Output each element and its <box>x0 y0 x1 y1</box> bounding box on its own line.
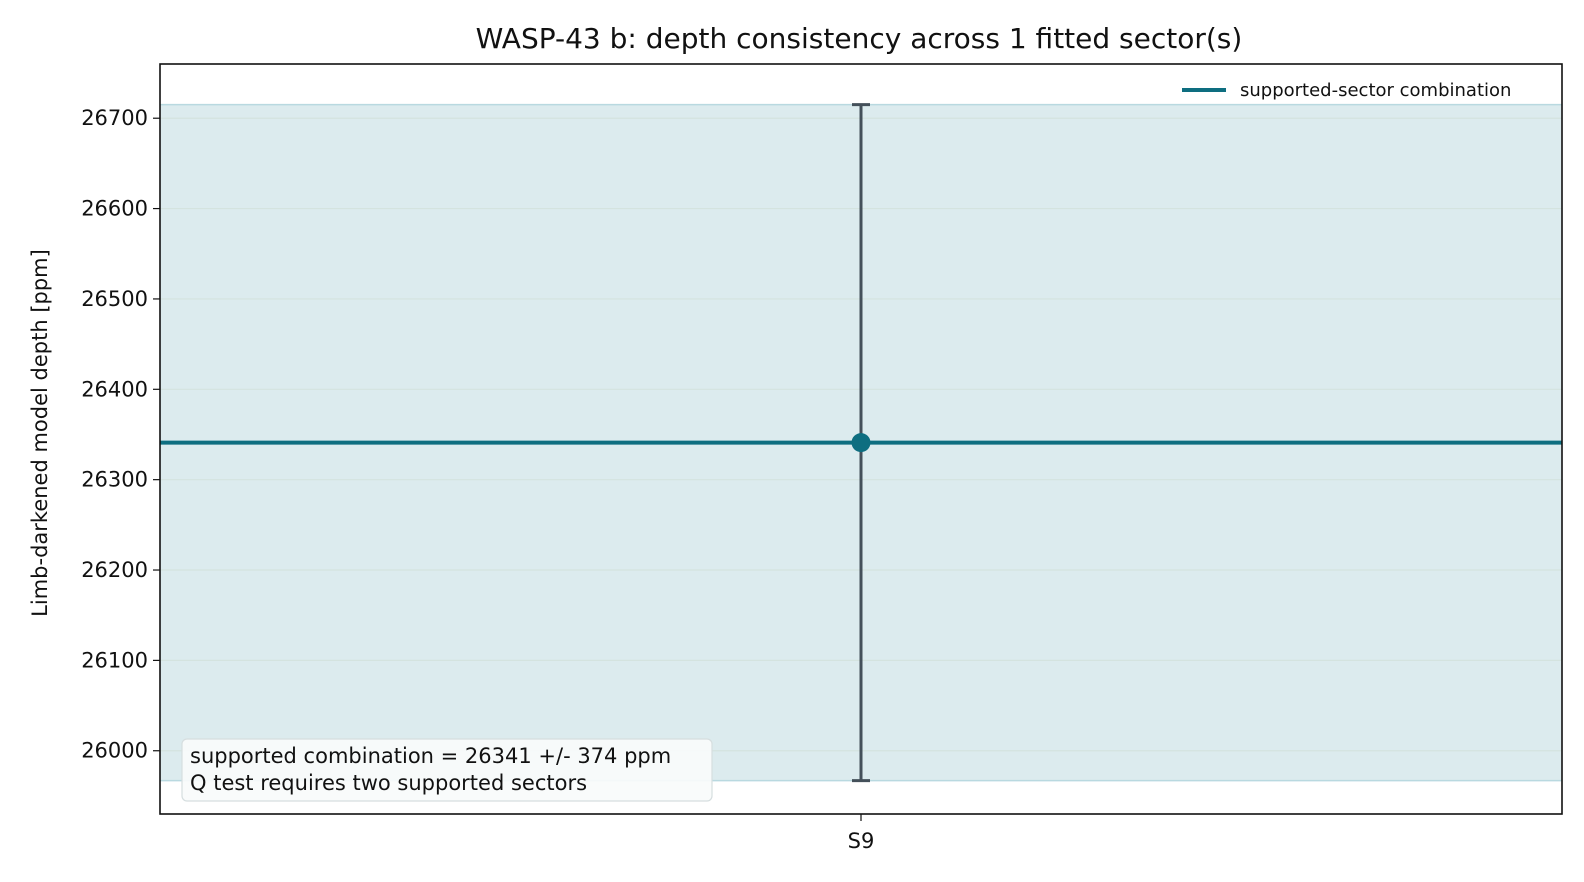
chart-title: WASP-43 b: depth consistency across 1 fi… <box>476 22 1243 55</box>
legend-label-combination: supported-sector combination <box>1240 80 1511 101</box>
y-tick-label: 26100 <box>81 648 148 672</box>
annotation-box-bg <box>181 738 713 802</box>
annotation-line: supported combination = 26341 +/- 374 pp… <box>190 744 671 768</box>
y-tick-label: 26000 <box>81 739 148 763</box>
y-tick-label: 26700 <box>81 106 148 130</box>
y-tick-label: 26400 <box>81 377 148 401</box>
legend: supported-sector combination <box>1182 80 1511 101</box>
y-tick-label: 26200 <box>81 558 148 582</box>
plot-area: 26000 26100 26200 26300 26400 26500 26600 26700… <box>81 63 1563 853</box>
y-tick-label: 26600 <box>81 197 148 221</box>
annotation-line: Q test requires two supported sectors <box>190 771 587 795</box>
annotation-box: supported combination = 26341 +/- 374 pp… <box>181 738 713 802</box>
data-point <box>851 433 871 453</box>
y-tick-label: 26300 <box>81 468 148 492</box>
y-axis-label: Limb-darkened model depth [ppm] <box>28 249 52 617</box>
y-tick-label: 26500 <box>81 287 148 311</box>
axes-frame <box>159 63 1563 815</box>
x-tick-label: S9 <box>848 829 875 853</box>
